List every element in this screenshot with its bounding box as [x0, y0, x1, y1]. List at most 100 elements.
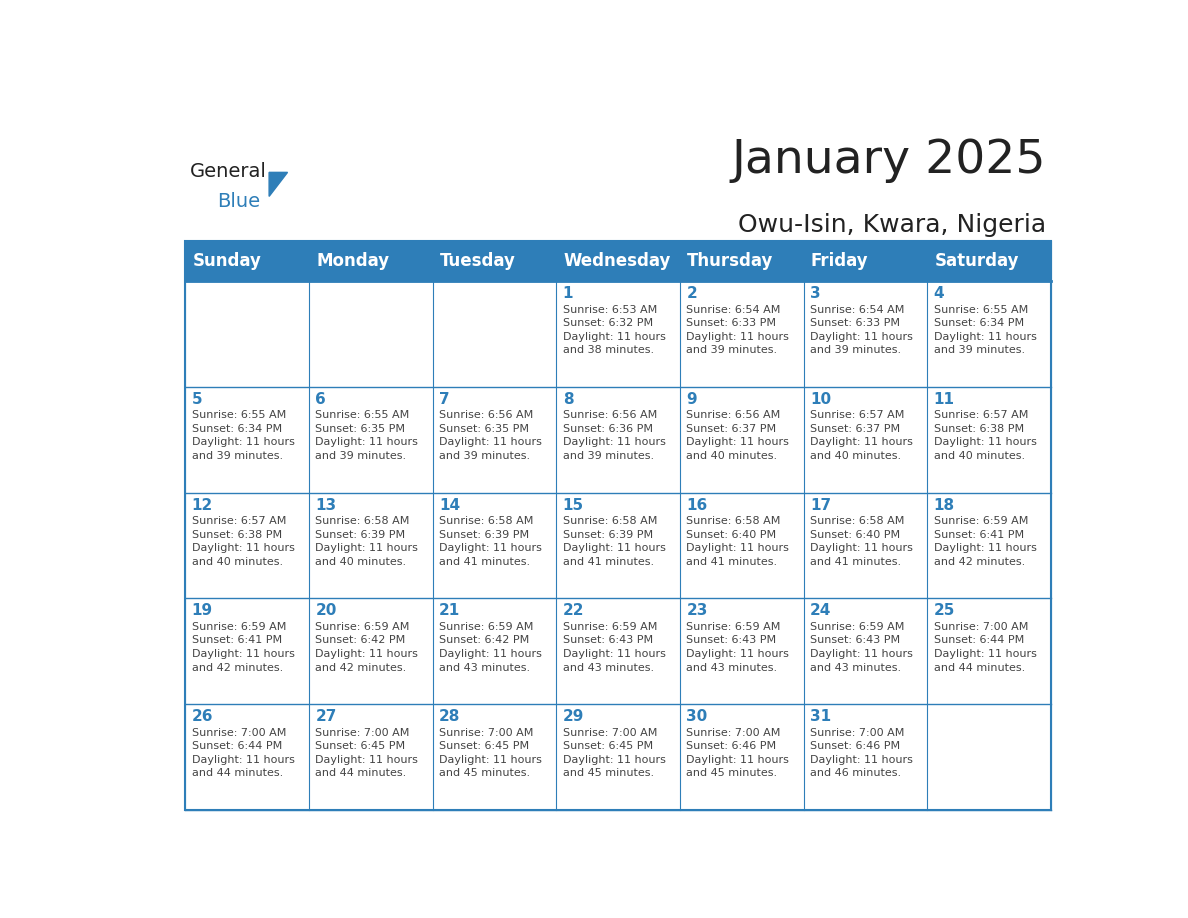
Text: Sunrise: 6:58 AM
Sunset: 6:39 PM
Daylight: 11 hours
and 40 minutes.: Sunrise: 6:58 AM Sunset: 6:39 PM Dayligh…: [315, 516, 418, 566]
Text: 18: 18: [934, 498, 955, 512]
Text: 10: 10: [810, 392, 832, 407]
Bar: [680, 281, 803, 387]
Bar: [309, 599, 432, 704]
Bar: [185, 241, 1051, 810]
Text: Monday: Monday: [316, 252, 390, 270]
Text: Tuesday: Tuesday: [440, 252, 516, 270]
Bar: [432, 281, 556, 387]
Bar: [927, 704, 1051, 810]
Text: 1: 1: [563, 286, 573, 301]
Text: Sunrise: 6:54 AM
Sunset: 6:33 PM
Daylight: 11 hours
and 39 minutes.: Sunrise: 6:54 AM Sunset: 6:33 PM Dayligh…: [810, 305, 912, 355]
Text: Sunrise: 7:00 AM
Sunset: 6:46 PM
Daylight: 11 hours
and 46 minutes.: Sunrise: 7:00 AM Sunset: 6:46 PM Dayligh…: [810, 728, 912, 778]
Text: Sunrise: 7:00 AM
Sunset: 6:44 PM
Daylight: 11 hours
and 44 minutes.: Sunrise: 7:00 AM Sunset: 6:44 PM Dayligh…: [191, 728, 295, 778]
Text: Sunrise: 7:00 AM
Sunset: 6:45 PM
Daylight: 11 hours
and 44 minutes.: Sunrise: 7:00 AM Sunset: 6:45 PM Dayligh…: [315, 728, 418, 778]
Bar: [309, 704, 432, 810]
Text: Sunrise: 6:59 AM
Sunset: 6:43 PM
Daylight: 11 hours
and 43 minutes.: Sunrise: 6:59 AM Sunset: 6:43 PM Dayligh…: [563, 621, 665, 673]
Text: Blue: Blue: [217, 192, 260, 210]
Text: 31: 31: [810, 709, 832, 724]
Bar: [185, 387, 309, 493]
Text: Friday: Friday: [811, 252, 868, 270]
Text: 29: 29: [563, 709, 584, 724]
Text: Sunrise: 6:59 AM
Sunset: 6:41 PM
Daylight: 11 hours
and 42 minutes.: Sunrise: 6:59 AM Sunset: 6:41 PM Dayligh…: [191, 621, 295, 673]
Bar: [432, 493, 556, 599]
Text: Owu-Isin, Kwara, Nigeria: Owu-Isin, Kwara, Nigeria: [738, 213, 1047, 237]
Text: 7: 7: [440, 392, 450, 407]
Text: Wednesday: Wednesday: [563, 252, 671, 270]
Bar: [185, 599, 309, 704]
Bar: [803, 281, 927, 387]
Text: Sunrise: 6:53 AM
Sunset: 6:32 PM
Daylight: 11 hours
and 38 minutes.: Sunrise: 6:53 AM Sunset: 6:32 PM Dayligh…: [563, 305, 665, 355]
Bar: [432, 599, 556, 704]
Text: Sunrise: 6:55 AM
Sunset: 6:34 PM
Daylight: 11 hours
and 39 minutes.: Sunrise: 6:55 AM Sunset: 6:34 PM Dayligh…: [191, 410, 295, 461]
Text: Sunrise: 6:55 AM
Sunset: 6:34 PM
Daylight: 11 hours
and 39 minutes.: Sunrise: 6:55 AM Sunset: 6:34 PM Dayligh…: [934, 305, 1036, 355]
Bar: [803, 599, 927, 704]
Text: 21: 21: [440, 603, 460, 619]
Bar: [803, 493, 927, 599]
Bar: [803, 704, 927, 810]
Text: Sunrise: 6:58 AM
Sunset: 6:40 PM
Daylight: 11 hours
and 41 minutes.: Sunrise: 6:58 AM Sunset: 6:40 PM Dayligh…: [687, 516, 789, 566]
Bar: [927, 281, 1051, 387]
Text: 11: 11: [934, 392, 955, 407]
Text: 23: 23: [687, 603, 708, 619]
Text: Sunrise: 6:54 AM
Sunset: 6:33 PM
Daylight: 11 hours
and 39 minutes.: Sunrise: 6:54 AM Sunset: 6:33 PM Dayligh…: [687, 305, 789, 355]
Text: 27: 27: [315, 709, 336, 724]
Bar: [432, 387, 556, 493]
Bar: [556, 387, 680, 493]
Bar: [309, 387, 432, 493]
Text: General: General: [190, 162, 267, 181]
Text: Sunrise: 6:59 AM
Sunset: 6:42 PM
Daylight: 11 hours
and 42 minutes.: Sunrise: 6:59 AM Sunset: 6:42 PM Dayligh…: [315, 621, 418, 673]
Bar: [680, 704, 803, 810]
Text: Sunrise: 7:00 AM
Sunset: 6:46 PM
Daylight: 11 hours
and 45 minutes.: Sunrise: 7:00 AM Sunset: 6:46 PM Dayligh…: [687, 728, 789, 778]
Text: Sunrise: 6:56 AM
Sunset: 6:37 PM
Daylight: 11 hours
and 40 minutes.: Sunrise: 6:56 AM Sunset: 6:37 PM Dayligh…: [687, 410, 789, 461]
Text: 17: 17: [810, 498, 832, 512]
Bar: [680, 599, 803, 704]
Polygon shape: [270, 173, 287, 196]
Text: Sunrise: 6:57 AM
Sunset: 6:38 PM
Daylight: 11 hours
and 40 minutes.: Sunrise: 6:57 AM Sunset: 6:38 PM Dayligh…: [191, 516, 295, 566]
Text: 28: 28: [440, 709, 461, 724]
Text: Sunrise: 6:58 AM
Sunset: 6:39 PM
Daylight: 11 hours
and 41 minutes.: Sunrise: 6:58 AM Sunset: 6:39 PM Dayligh…: [563, 516, 665, 566]
Text: 22: 22: [563, 603, 584, 619]
Text: 13: 13: [315, 498, 336, 512]
Bar: [185, 493, 309, 599]
Text: Sunrise: 6:58 AM
Sunset: 6:39 PM
Daylight: 11 hours
and 41 minutes.: Sunrise: 6:58 AM Sunset: 6:39 PM Dayligh…: [440, 516, 542, 566]
Text: Sunrise: 7:00 AM
Sunset: 6:45 PM
Daylight: 11 hours
and 45 minutes.: Sunrise: 7:00 AM Sunset: 6:45 PM Dayligh…: [440, 728, 542, 778]
Text: 24: 24: [810, 603, 832, 619]
Text: Sunrise: 6:59 AM
Sunset: 6:41 PM
Daylight: 11 hours
and 42 minutes.: Sunrise: 6:59 AM Sunset: 6:41 PM Dayligh…: [934, 516, 1036, 566]
Bar: [927, 387, 1051, 493]
Bar: [680, 387, 803, 493]
Text: Sunrise: 6:59 AM
Sunset: 6:43 PM
Daylight: 11 hours
and 43 minutes.: Sunrise: 6:59 AM Sunset: 6:43 PM Dayligh…: [810, 621, 912, 673]
Text: Sunrise: 6:56 AM
Sunset: 6:36 PM
Daylight: 11 hours
and 39 minutes.: Sunrise: 6:56 AM Sunset: 6:36 PM Dayligh…: [563, 410, 665, 461]
Bar: [432, 704, 556, 810]
Text: Sunday: Sunday: [192, 252, 261, 270]
Text: Sunrise: 7:00 AM
Sunset: 6:44 PM
Daylight: 11 hours
and 44 minutes.: Sunrise: 7:00 AM Sunset: 6:44 PM Dayligh…: [934, 621, 1036, 673]
Text: Sunrise: 7:00 AM
Sunset: 6:45 PM
Daylight: 11 hours
and 45 minutes.: Sunrise: 7:00 AM Sunset: 6:45 PM Dayligh…: [563, 728, 665, 778]
Text: 19: 19: [191, 603, 213, 619]
Text: 4: 4: [934, 286, 944, 301]
Text: 20: 20: [315, 603, 336, 619]
Text: 25: 25: [934, 603, 955, 619]
Text: Saturday: Saturday: [935, 252, 1019, 270]
Bar: [309, 281, 432, 387]
Text: 5: 5: [191, 392, 202, 407]
Text: 14: 14: [440, 498, 460, 512]
Text: Thursday: Thursday: [687, 252, 773, 270]
Bar: [556, 281, 680, 387]
Bar: [803, 387, 927, 493]
Text: 15: 15: [563, 498, 583, 512]
Text: January 2025: January 2025: [732, 139, 1047, 184]
Text: 2: 2: [687, 286, 697, 301]
Bar: [309, 493, 432, 599]
Text: 16: 16: [687, 498, 708, 512]
Text: Sunrise: 6:55 AM
Sunset: 6:35 PM
Daylight: 11 hours
and 39 minutes.: Sunrise: 6:55 AM Sunset: 6:35 PM Dayligh…: [315, 410, 418, 461]
Text: 30: 30: [687, 709, 708, 724]
Bar: [185, 241, 1051, 281]
Text: Sunrise: 6:59 AM
Sunset: 6:42 PM
Daylight: 11 hours
and 43 minutes.: Sunrise: 6:59 AM Sunset: 6:42 PM Dayligh…: [440, 621, 542, 673]
Bar: [556, 704, 680, 810]
Text: Sunrise: 6:58 AM
Sunset: 6:40 PM
Daylight: 11 hours
and 41 minutes.: Sunrise: 6:58 AM Sunset: 6:40 PM Dayligh…: [810, 516, 912, 566]
Text: Sunrise: 6:59 AM
Sunset: 6:43 PM
Daylight: 11 hours
and 43 minutes.: Sunrise: 6:59 AM Sunset: 6:43 PM Dayligh…: [687, 621, 789, 673]
Text: Sunrise: 6:57 AM
Sunset: 6:37 PM
Daylight: 11 hours
and 40 minutes.: Sunrise: 6:57 AM Sunset: 6:37 PM Dayligh…: [810, 410, 912, 461]
Bar: [185, 281, 309, 387]
Text: Sunrise: 6:57 AM
Sunset: 6:38 PM
Daylight: 11 hours
and 40 minutes.: Sunrise: 6:57 AM Sunset: 6:38 PM Dayligh…: [934, 410, 1036, 461]
Text: 26: 26: [191, 709, 214, 724]
Text: 9: 9: [687, 392, 697, 407]
